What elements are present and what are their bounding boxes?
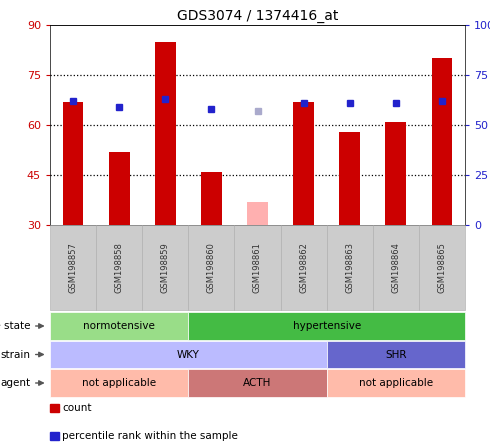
Text: GSM198858: GSM198858 (115, 242, 123, 293)
Text: GSM198857: GSM198857 (69, 242, 77, 293)
Text: GSM198865: GSM198865 (438, 242, 446, 293)
Bar (293, 102, 314, 225)
Text: GSM198861: GSM198861 (253, 242, 262, 293)
Title: GDS3074 / 1374416_at: GDS3074 / 1374416_at (177, 8, 338, 23)
Text: GSM198860: GSM198860 (207, 242, 216, 293)
Bar (432, 58, 452, 225)
Text: not applicable: not applicable (359, 378, 433, 388)
Text: GSM198864: GSM198864 (392, 242, 400, 293)
Text: not applicable: not applicable (82, 378, 156, 388)
Bar (201, 172, 222, 225)
Bar (386, 122, 406, 225)
Text: disease state: disease state (0, 321, 30, 331)
Bar (155, 42, 175, 225)
Text: SHR: SHR (385, 349, 407, 360)
Bar (109, 152, 129, 225)
Text: GSM198862: GSM198862 (299, 242, 308, 293)
Text: agent: agent (0, 378, 30, 388)
Bar (340, 132, 360, 225)
Bar (247, 202, 268, 225)
Text: ACTH: ACTH (244, 378, 271, 388)
Text: GSM198859: GSM198859 (161, 242, 170, 293)
Text: GSM198863: GSM198863 (345, 242, 354, 293)
Bar (63, 102, 83, 225)
Text: WKY: WKY (177, 349, 200, 360)
Text: percentile rank within the sample: percentile rank within the sample (62, 431, 238, 440)
Text: hypertensive: hypertensive (293, 321, 361, 331)
Text: strain: strain (0, 349, 30, 360)
Text: count: count (62, 403, 92, 413)
Text: normotensive: normotensive (83, 321, 155, 331)
